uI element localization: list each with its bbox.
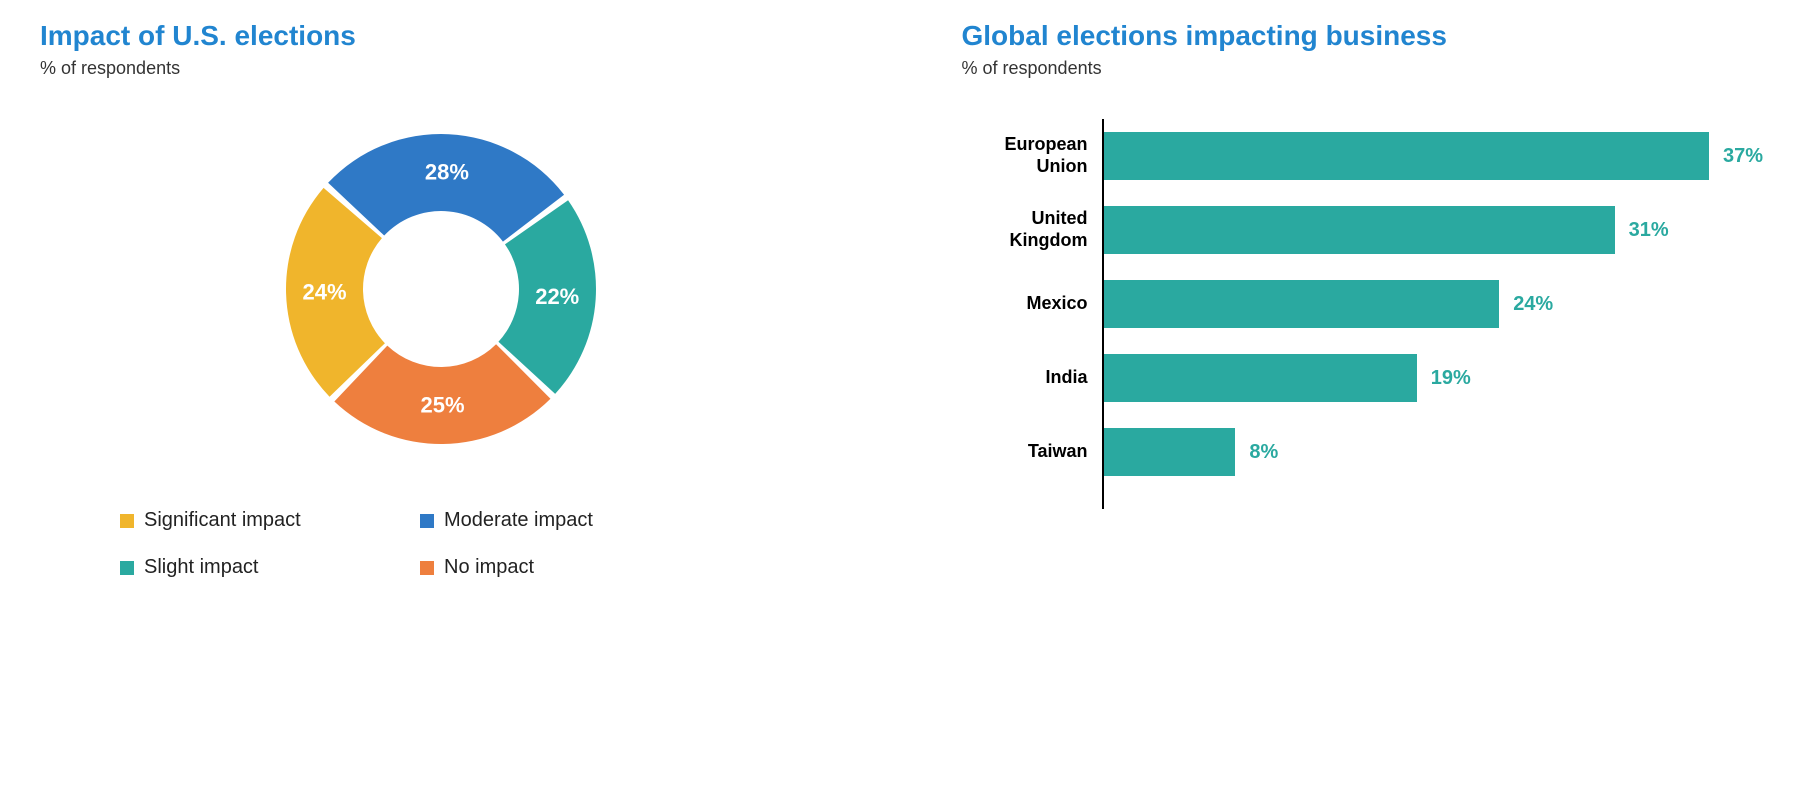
left-chart-title: Impact of U.S. elections — [40, 20, 842, 52]
left-panel: Impact of U.S. elections % of respondent… — [40, 20, 842, 768]
bar-track: 37% — [1102, 119, 1764, 193]
bar-row: Mexico 24% — [962, 267, 1764, 341]
right-panel: Global elections impacting business % of… — [962, 20, 1764, 768]
bar-value: 31% — [1629, 219, 1669, 242]
bar-row: UnitedKingdom 31% — [962, 193, 1764, 267]
donut-slice-label: 24% — [302, 279, 346, 304]
bar-label: Mexico — [962, 293, 1102, 315]
legend-label: Significant impact — [144, 509, 301, 532]
bar-track: 31% — [1102, 193, 1764, 267]
legend-swatch — [120, 561, 134, 575]
legend-item: Moderate impact — [420, 509, 680, 532]
right-chart-subtitle: % of respondents — [962, 58, 1764, 79]
donut-slice-label: 22% — [535, 284, 579, 309]
bar-label: UnitedKingdom — [962, 208, 1102, 251]
bar-fill — [1104, 132, 1709, 180]
bar-value: 8% — [1249, 441, 1278, 464]
right-chart-title: Global elections impacting business — [962, 20, 1764, 52]
bar-label: EuropeanUnion — [962, 134, 1102, 177]
legend-item: No impact — [420, 556, 680, 579]
bar-label: India — [962, 367, 1102, 389]
legend-label: Slight impact — [144, 556, 259, 579]
bar-fill — [1104, 428, 1236, 476]
legend-swatch — [420, 514, 434, 528]
donut-chart: 28% 22% 25% 24% — [40, 109, 842, 469]
bar-track: 19% — [1102, 341, 1764, 415]
bar-row: India 19% — [962, 341, 1764, 415]
legend-item: Significant impact — [120, 509, 380, 532]
bar-value: 24% — [1513, 293, 1553, 316]
legend-label: No impact — [444, 556, 534, 579]
bar-fill — [1104, 280, 1500, 328]
donut-slice-label: 28% — [425, 160, 469, 185]
legend-item: Slight impact — [120, 556, 380, 579]
legend-label: Moderate impact — [444, 509, 593, 532]
legend-swatch — [420, 561, 434, 575]
donut-slice-label: 25% — [420, 392, 464, 417]
legend-swatch — [120, 514, 134, 528]
bar-chart: EuropeanUnion 37% UnitedKingdom 31% Mexico 24… — [962, 119, 1764, 509]
left-chart-subtitle: % of respondents — [40, 58, 842, 79]
bar-fill — [1104, 354, 1417, 402]
bar-label: Taiwan — [962, 441, 1102, 463]
bar-row: Taiwan 8% — [962, 415, 1764, 489]
bar-row: EuropeanUnion 37% — [962, 119, 1764, 193]
bar-track: 24% — [1102, 267, 1764, 341]
bar-value: 37% — [1723, 145, 1763, 168]
bar-track: 8% — [1102, 415, 1764, 489]
bar-value: 19% — [1431, 367, 1471, 390]
donut-legend: Significant impact Moderate impact Slight … — [120, 509, 680, 579]
bar-fill — [1104, 206, 1615, 254]
axis-line-extension — [1102, 489, 1764, 509]
